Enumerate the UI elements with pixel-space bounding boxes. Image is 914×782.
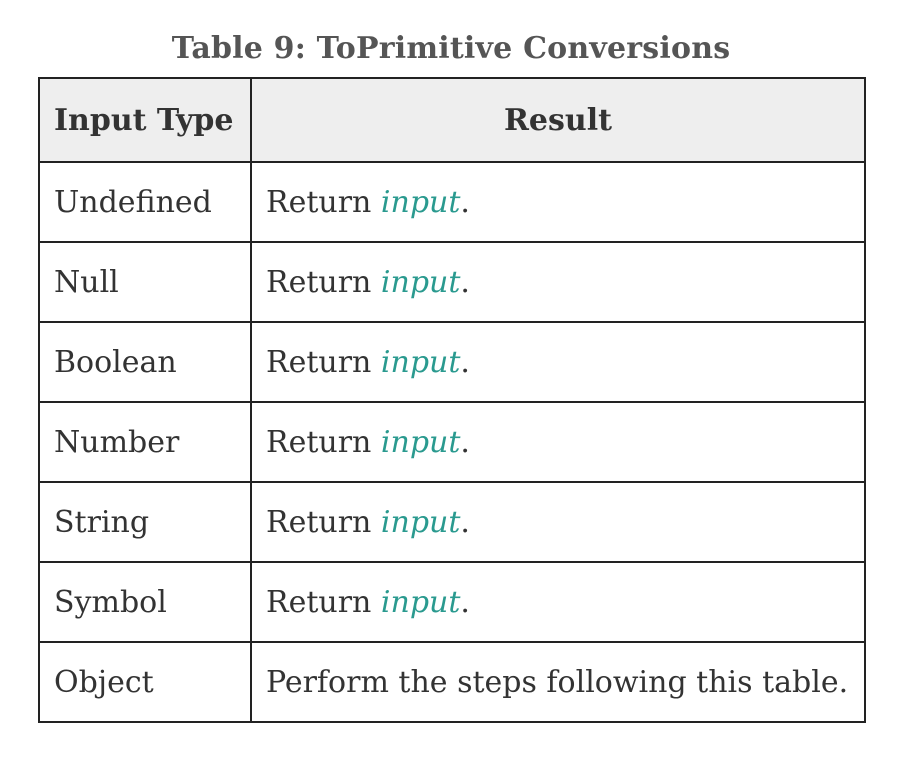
input-type-cell: Boolean [38,321,252,403]
variable-input: input [380,264,461,300]
result-text: Return [266,504,381,540]
result-text: Return [266,344,381,380]
variable-input: input [380,184,461,220]
column-header-result: Result [250,77,866,163]
table-row: Boolean Return input. [38,321,866,403]
result-punctuation: . [460,344,470,380]
variable-input: input [380,344,461,380]
result-cell: Return input. [250,241,866,323]
result-punctuation: . [460,504,470,540]
input-type-cell: Undefined [38,161,252,243]
result-punctuation: . [460,184,470,220]
result-cell: Return input. [250,321,866,403]
result-punctuation: . [460,264,470,300]
result-text: Return [266,584,381,620]
result-text: Return [266,424,381,460]
result-cell: Return input. [250,401,866,483]
input-type-cell: Null [38,241,252,323]
result-cell: Perform the steps following this table. [250,641,866,723]
table-row: String Return input. [38,481,866,563]
toprimitive-table: Input Type Result Undefined Return input… [38,77,866,723]
result-text: Perform the steps following this table. [266,664,849,700]
table-row: Null Return input. [38,241,866,323]
variable-input: input [380,584,461,620]
result-punctuation: . [460,424,470,460]
result-cell: Return input. [250,161,866,243]
result-punctuation: . [460,584,470,620]
column-header-input-type: Input Type [38,77,252,163]
variable-input: input [380,424,461,460]
input-type-cell: Object [38,641,252,723]
table-row: Number Return input. [38,401,866,483]
table-row: Symbol Return input. [38,561,866,643]
table-row: Object Perform the steps following this … [38,641,866,723]
table-caption: Table 9: ToPrimitive Conversions [171,31,731,66]
result-text: Return [266,264,381,300]
result-cell: Return input. [250,481,866,563]
input-type-cell: Number [38,401,252,483]
table-header-row: Input Type Result [38,77,866,163]
variable-input: input [380,504,461,540]
result-text: Return [266,184,381,220]
input-type-cell: String [38,481,252,563]
table-row: Undefined Return input. [38,161,866,243]
result-cell: Return input. [250,561,866,643]
input-type-cell: Symbol [38,561,252,643]
